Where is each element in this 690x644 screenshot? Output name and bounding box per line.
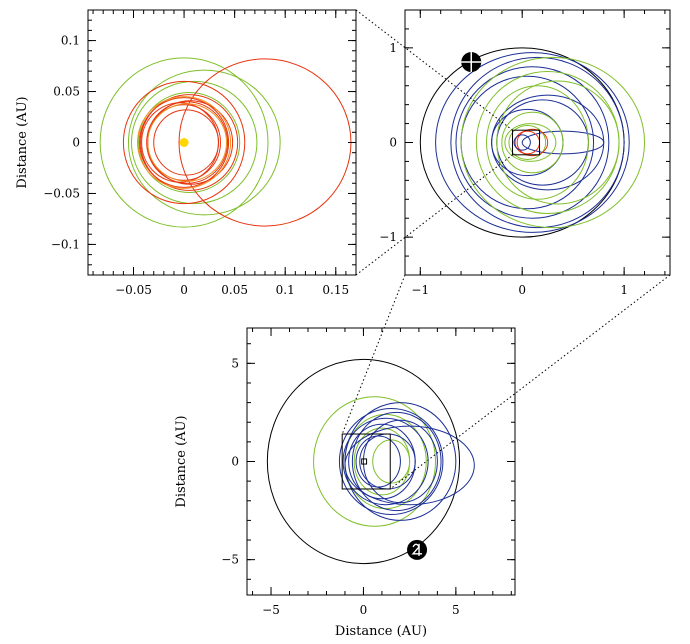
plot-frame bbox=[246, 327, 516, 596]
orbit-3 bbox=[138, 92, 241, 193]
y-tick-label: −0.1 bbox=[51, 237, 80, 251]
x-tick-label: 0 bbox=[360, 603, 368, 617]
x-tick-label: −1 bbox=[411, 283, 429, 297]
zoom-connector-line bbox=[355, 9, 513, 131]
orbit-2 bbox=[130, 80, 258, 205]
orbit-0 bbox=[266, 358, 461, 565]
orbit-12 bbox=[355, 435, 401, 488]
orbit-18 bbox=[513, 134, 531, 151]
zoom-connector-line bbox=[389, 274, 671, 490]
y-tick-label: 1 bbox=[389, 41, 397, 55]
orbit-group bbox=[99, 57, 352, 228]
y-axis-label: Distance (AU) bbox=[174, 415, 189, 507]
orbit-16 bbox=[514, 130, 541, 155]
orbit-group bbox=[419, 47, 646, 238]
orbit-3 bbox=[455, 66, 610, 219]
y-tick-label: 0.05 bbox=[53, 85, 80, 99]
orbit-15 bbox=[504, 123, 557, 162]
orbit-11 bbox=[359, 433, 416, 490]
star-marker bbox=[179, 138, 189, 147]
orbit-1 bbox=[127, 69, 281, 216]
x-axis-label: Distance (AU) bbox=[335, 624, 427, 639]
zoom-connectors bbox=[341, 9, 671, 490]
orbit-4 bbox=[460, 75, 595, 210]
x-tick-label: 0.05 bbox=[221, 283, 248, 297]
y-tick-label: 0 bbox=[72, 136, 80, 150]
orbit-0 bbox=[99, 57, 269, 228]
y-tick-label: −5 bbox=[221, 553, 239, 567]
y-tick-label: 0 bbox=[231, 455, 239, 469]
y-axis-label: Distance (AU) bbox=[15, 96, 30, 188]
orbit-8 bbox=[521, 130, 605, 155]
orbit-14 bbox=[508, 124, 547, 161]
y-tick-label: −1 bbox=[379, 230, 397, 244]
orbit-group bbox=[266, 358, 475, 565]
planet-marker bbox=[461, 52, 482, 73]
y-tick-label: 5 bbox=[231, 356, 239, 370]
orbit-13 bbox=[137, 96, 232, 189]
orbit-9 bbox=[460, 56, 646, 229]
orbit-14 bbox=[147, 103, 228, 182]
planet-marker bbox=[407, 539, 428, 560]
orbit-17 bbox=[516, 128, 549, 157]
x-tick-label: −5 bbox=[262, 603, 280, 617]
orbit-8 bbox=[146, 101, 229, 184]
orbit-1 bbox=[313, 396, 437, 527]
orbit-5 bbox=[122, 80, 246, 205]
x-tick-label: −0.05 bbox=[115, 283, 152, 297]
panel-top-right: −1 0 1 −1 0 1 bbox=[379, 9, 671, 297]
orbit-9 bbox=[362, 419, 438, 504]
zoom-connector-line bbox=[341, 274, 406, 435]
x-tick-label: 0 bbox=[518, 283, 526, 297]
x-tick-label: 1 bbox=[620, 283, 628, 297]
orbit-13 bbox=[501, 111, 564, 174]
y-tick-label: −0.05 bbox=[43, 186, 80, 200]
x-tick-label: 0.1 bbox=[276, 283, 295, 297]
orbit-8 bbox=[342, 417, 429, 506]
orbit-4 bbox=[372, 439, 411, 484]
x-tick-label: 0.15 bbox=[322, 283, 349, 297]
orbit-6 bbox=[338, 407, 444, 516]
orbit-12 bbox=[153, 109, 219, 176]
y-tick-label: 0.1 bbox=[61, 34, 80, 48]
orbit-6 bbox=[140, 94, 239, 191]
panel-bottom: −5 0 5 −5 0 5 Distance (AU) Distance (AU) bbox=[174, 327, 516, 639]
orbit-7 bbox=[351, 411, 442, 512]
orbit-2 bbox=[450, 56, 625, 229]
panel-top-left: −0.05 0 0.05 0.1 0.15 −0.1 −0.05 0 0.05 0.1 Distan… bbox=[15, 9, 357, 297]
orbit-13 bbox=[344, 425, 475, 506]
zoom-connector-line bbox=[355, 154, 513, 276]
tiny-box bbox=[361, 458, 368, 465]
inset-box bbox=[341, 433, 391, 490]
plot-frame bbox=[404, 9, 671, 276]
orbit-4 bbox=[178, 58, 352, 227]
orbit-11 bbox=[496, 80, 620, 205]
orbit-1 bbox=[435, 52, 630, 233]
orbit-12 bbox=[486, 85, 589, 200]
orbit-10 bbox=[348, 423, 416, 500]
orbit-7 bbox=[139, 97, 230, 188]
y-tick-label: 0 bbox=[389, 136, 397, 150]
inset-box bbox=[512, 129, 541, 156]
x-tick-label: 5 bbox=[452, 603, 460, 617]
x-tick-label: 0 bbox=[180, 283, 188, 297]
